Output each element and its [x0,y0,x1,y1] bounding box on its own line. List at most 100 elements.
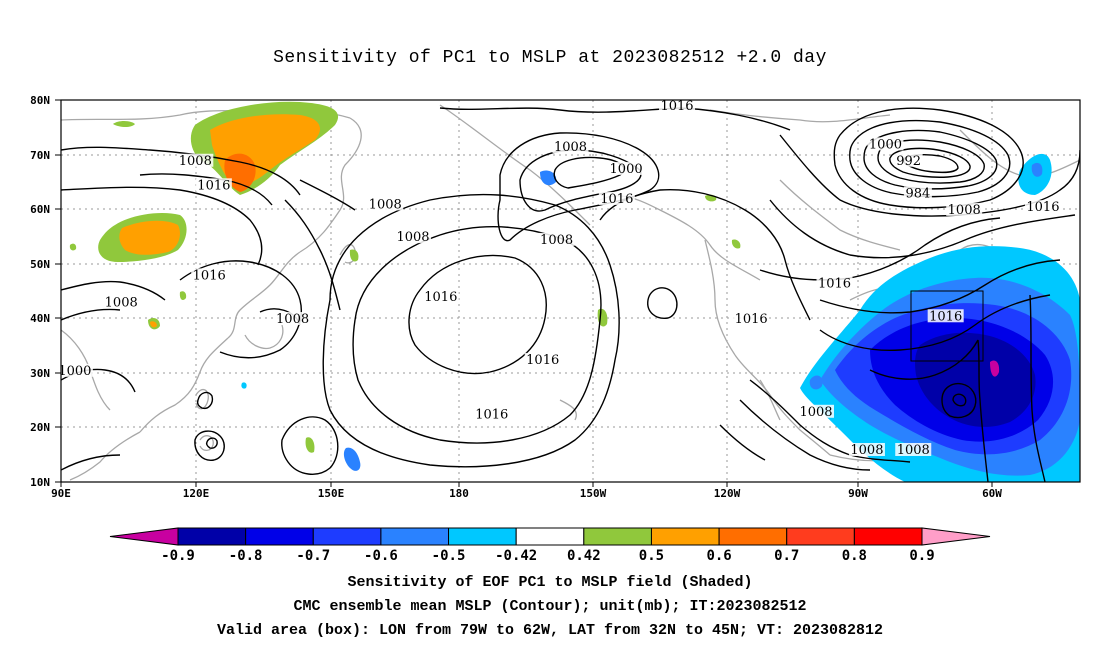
contour-label-bg [1024,200,1061,214]
contour-label-bg [524,352,561,366]
map-frame [60,99,1081,483]
contour-label-bg [816,276,853,290]
contour-label: 1008 [850,443,883,458]
contour-label-bg [867,137,904,151]
colorbar-tick-label: 0.6 [706,548,731,564]
contour-label: 1008 [554,140,587,155]
colorbar-swatch [583,527,652,546]
colorbar-tick-label: 0.42 [567,548,601,564]
contour-label: 1016 [818,277,851,292]
contour-label: 1008 [179,154,212,169]
colorbar-tick-label: -0.9 [161,548,195,564]
lat-label: 20N [30,421,50,434]
contour-label: 1016 [1026,200,1059,215]
figure-title: Sensitivity of PC1 to MSLP at 2023082512… [273,48,827,68]
contour-label-bg [895,442,932,456]
contour-label: 984 [905,187,930,202]
colorbar-swatch [245,527,314,546]
colorbar-tick-label: -0.7 [296,548,330,564]
colorbar-tick-label: 0.5 [639,548,664,564]
negative-shading [800,153,1080,482]
contour-label: 1016 [197,178,230,193]
colorbar-swatch [515,527,585,546]
lon-label: 120E [183,487,210,500]
lat-label: 30N [30,367,50,380]
contour-label-bg [191,268,228,282]
lat-label: 80N [30,94,50,107]
contour-label: 1000 [869,137,902,152]
contour-label: 1016 [929,309,962,324]
contour-label: 1008 [105,296,138,311]
caption-line-3: Valid area (box): LON from 79W to 62W, L… [216,622,884,639]
lon-label: 180 [449,487,469,500]
colorbar-swatch [380,527,450,546]
colorbar-tick-label: 0.9 [909,548,934,564]
contour-label: 1000 [610,162,643,177]
colorbar-swatch [853,527,923,546]
contour-label-bg [422,290,459,304]
contour-label-bg [61,363,93,377]
contour-label-bg [195,178,232,192]
contour-label: 1016 [600,192,633,207]
contour-label: 1008 [396,230,429,245]
colorbar-swatch [312,527,382,546]
contour-label: 1008 [276,312,309,327]
colorbar-low-end [109,527,179,546]
colorbar: -0.9 -0.8 -0.7 -0.6 -0.5 -0.42 0.42 0.5 0.6 0.7 0.… [109,527,991,564]
lat-label: 10N [30,476,50,489]
lon-label: 150W [580,487,607,500]
colorbar-swatch [448,527,517,546]
caption-line-1: Sensitivity of EOF PC1 to MSLP field (Sh… [347,574,753,591]
contour-label-bg [367,197,404,211]
contour-label-bg [598,191,635,205]
lon-label: 60W [982,487,1002,500]
contour-label: 1000 [58,364,91,379]
valid-area-box [910,290,984,362]
colorbar-tick-label: 0.8 [842,548,867,564]
contour-label: 1016 [660,99,693,114]
contour-label: 1008 [897,443,930,458]
contour-label-bg [659,100,696,113]
lon-label: 90E [51,487,71,500]
contour-label-bg [927,309,964,323]
colorbar-tick-label: -0.42 [495,548,537,564]
contour-label: 1008 [369,197,402,212]
lat-label: 70N [30,149,50,162]
contour-label-bg [797,404,834,418]
colorbar-swatch [650,527,720,546]
contour-label-bg [177,153,214,167]
contour-label: 1016 [735,312,768,327]
contour-label-bg [903,186,932,200]
lat-label: 40N [30,312,50,325]
contour-label-bg [103,295,140,309]
contour-label-bg [946,202,983,216]
colorbar-swatch [718,527,788,546]
isobar-contours [61,107,1080,482]
colorbar-swatch [786,527,855,546]
lon-label: 90W [848,487,868,500]
colorbar-swatch [177,527,247,546]
caption-line-2: CMC ensemble mean MSLP (Contour); unit(m… [293,598,807,615]
positive-shading [69,101,741,471]
latitude-labels: 80N 70N 60N 50N 40N 30N 20N 10N [30,94,50,489]
contour-label: 1016 [475,408,508,423]
colorbar-tick-label: -0.5 [432,548,466,564]
contour-label-bg [395,230,432,244]
contour-label: 1016 [526,353,559,368]
contour-label-bg [274,312,311,326]
contour-label-bg [552,140,589,154]
contour-label-bg [848,442,885,456]
contour-label: 992 [896,154,921,169]
colorbar-tick-label: -0.8 [229,548,263,564]
lon-label: 120W [714,487,741,500]
contour-label-bg [538,232,575,246]
tick-marks [55,99,993,487]
longitude-labels: 90E 120E 150E 180 150W 120W 90W 60W [51,487,1002,500]
contour-label-bg [473,407,510,421]
colorbar-tick-label: -0.6 [364,548,398,564]
contour-label: 1008 [799,405,832,420]
colorbar-high-end [921,527,991,546]
contour-label-layer: 1016 1008 1000 1016 1008 1008 1016 1008 1008 1016… [58,99,1061,458]
contour-label-bg [608,161,645,175]
